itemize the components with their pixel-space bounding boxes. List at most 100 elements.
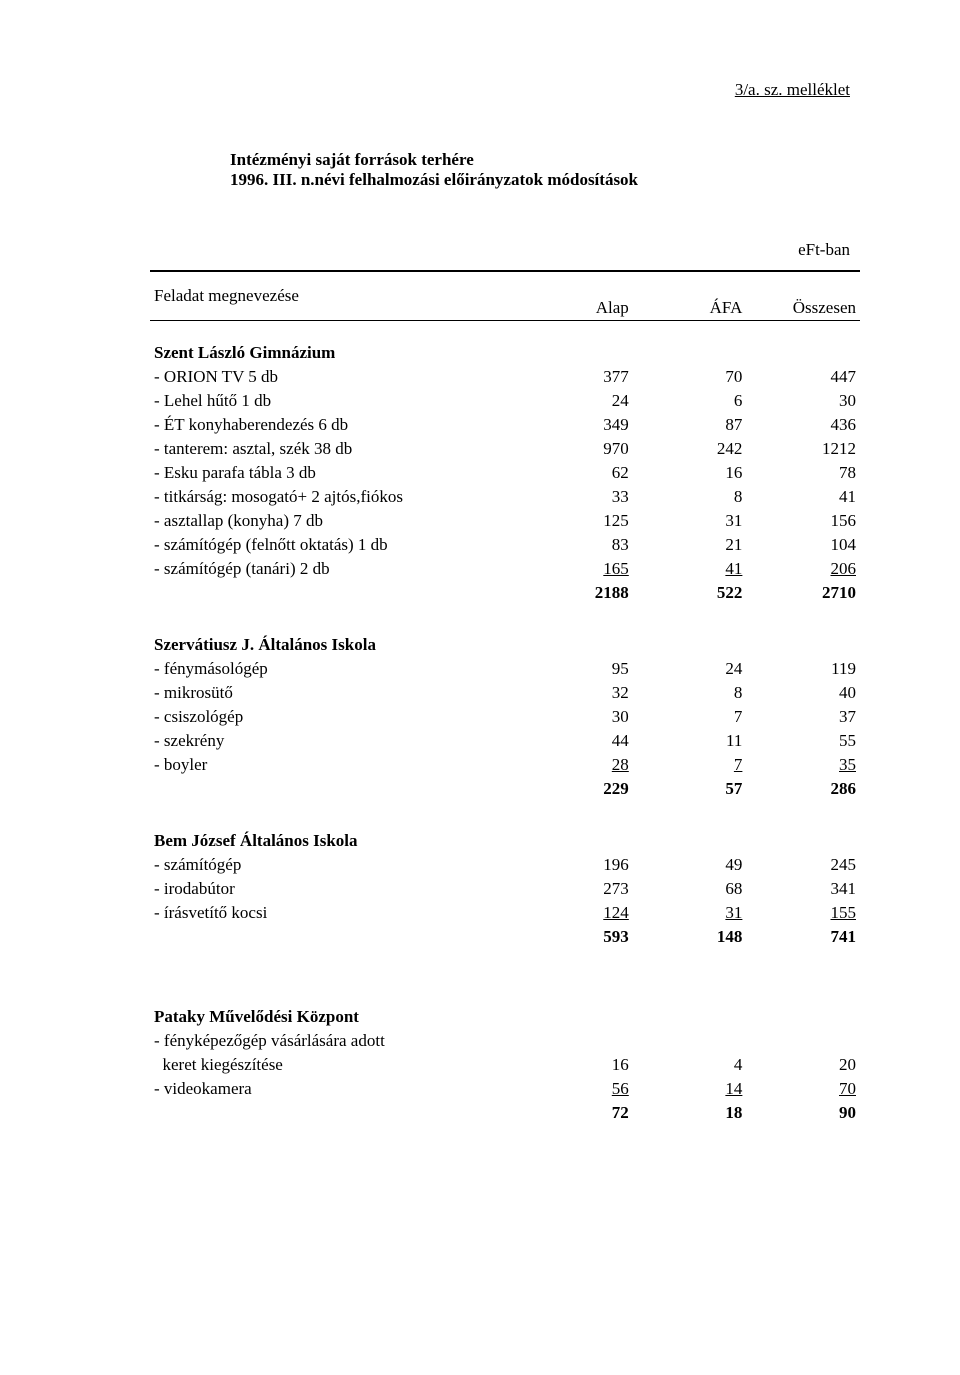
row-value bbox=[519, 829, 633, 853]
table-row: - mikrosütő32840 bbox=[150, 681, 860, 705]
row-value bbox=[519, 1005, 633, 1029]
row-value bbox=[633, 1005, 747, 1029]
subtotal-row: 21885222710 bbox=[150, 581, 860, 605]
data-table: Szent László Gimnázium- ORION TV 5 db377… bbox=[150, 341, 860, 1125]
row-value: 57 bbox=[633, 777, 747, 801]
row-value bbox=[633, 341, 747, 365]
header-table: Feladat megnevezése Alap ÁFA Összesen bbox=[150, 272, 860, 320]
row-label: - videokamera bbox=[150, 1077, 519, 1101]
title-block: Intézményi saját források terhére 1996. … bbox=[230, 150, 860, 190]
col-header-alap: Alap bbox=[519, 272, 633, 320]
row-value: 32 bbox=[519, 681, 633, 705]
table-row: - csiszológép30737 bbox=[150, 705, 860, 729]
row-label bbox=[150, 1101, 519, 1125]
row-value: 87 bbox=[633, 413, 747, 437]
row-value bbox=[746, 341, 860, 365]
row-value: 16 bbox=[633, 461, 747, 485]
row-value: 33 bbox=[519, 485, 633, 509]
row-value: 70 bbox=[746, 1077, 860, 1101]
section-heading: Bem József Általános Iskola bbox=[150, 829, 519, 853]
row-value: 90 bbox=[746, 1101, 860, 1125]
row-value: 8 bbox=[633, 681, 747, 705]
table-row: - szekrény441155 bbox=[150, 729, 860, 753]
row-label: - szekrény bbox=[150, 729, 519, 753]
table-row: - Lehel hűtő 1 db24630 bbox=[150, 389, 860, 413]
row-value: 21 bbox=[633, 533, 747, 557]
row-value: 156 bbox=[746, 509, 860, 533]
section-heading: Pataky Művelődési Központ bbox=[150, 1005, 519, 1029]
row-value: 95 bbox=[519, 657, 633, 681]
row-value: 24 bbox=[519, 389, 633, 413]
title-line-2: 1996. III. n.névi felhalmozási előirányz… bbox=[230, 170, 860, 190]
row-value: 30 bbox=[519, 705, 633, 729]
row-value: 155 bbox=[746, 901, 860, 925]
row-value bbox=[633, 1029, 747, 1053]
row-label: - mikrosütő bbox=[150, 681, 519, 705]
row-label: - csiszológép bbox=[150, 705, 519, 729]
row-label: - fénymásológép bbox=[150, 657, 519, 681]
row-value: 1212 bbox=[746, 437, 860, 461]
section-row: Szervátiusz J. Általános Iskola bbox=[150, 633, 860, 657]
row-label: - írásvetítő kocsi bbox=[150, 901, 519, 925]
row-value: 14 bbox=[633, 1077, 747, 1101]
row-value: 741 bbox=[746, 925, 860, 949]
row-value: 30 bbox=[746, 389, 860, 413]
row-label: - számítógép (tanári) 2 db bbox=[150, 557, 519, 581]
page: 3/a. sz. melléklet Intézményi saját forr… bbox=[0, 0, 960, 1375]
row-value: 2710 bbox=[746, 581, 860, 605]
row-value: 83 bbox=[519, 533, 633, 557]
row-label: - asztallap (konyha) 7 db bbox=[150, 509, 519, 533]
table-row: keret kiegészítése16420 bbox=[150, 1053, 860, 1077]
row-value: 148 bbox=[633, 925, 747, 949]
row-label: - számítógép bbox=[150, 853, 519, 877]
row-value bbox=[519, 633, 633, 657]
subtotal-row: 593148741 bbox=[150, 925, 860, 949]
table-row: - ORION TV 5 db37770447 bbox=[150, 365, 860, 389]
title-line-1: Intézményi saját források terhére bbox=[230, 150, 860, 170]
row-label: - fényképezőgép vásárlására adott bbox=[150, 1029, 519, 1053]
table-row: - számítógép (felnőtt oktatás) 1 db83211… bbox=[150, 533, 860, 557]
spacer-row bbox=[150, 605, 860, 633]
table-row: - számítógép19649245 bbox=[150, 853, 860, 877]
row-value: 125 bbox=[519, 509, 633, 533]
row-label: - Lehel hűtő 1 db bbox=[150, 389, 519, 413]
row-value: 341 bbox=[746, 877, 860, 901]
row-value: 119 bbox=[746, 657, 860, 681]
subtotal-row: 22957286 bbox=[150, 777, 860, 801]
section-row: Szent László Gimnázium bbox=[150, 341, 860, 365]
row-value: 970 bbox=[519, 437, 633, 461]
row-value: 41 bbox=[633, 557, 747, 581]
attachment-label: 3/a. sz. melléklet bbox=[150, 80, 860, 100]
row-value: 24 bbox=[633, 657, 747, 681]
table-row: - videokamera561470 bbox=[150, 1077, 860, 1101]
row-value: 286 bbox=[746, 777, 860, 801]
row-value: 56 bbox=[519, 1077, 633, 1101]
row-value bbox=[633, 633, 747, 657]
header-row: Feladat megnevezése Alap ÁFA Összesen bbox=[150, 272, 860, 320]
row-label: keret kiegészítése bbox=[150, 1053, 519, 1077]
row-value: 70 bbox=[633, 365, 747, 389]
row-value bbox=[519, 341, 633, 365]
row-label: - számítógép (felnőtt oktatás) 1 db bbox=[150, 533, 519, 557]
row-label bbox=[150, 777, 519, 801]
row-value: 7 bbox=[633, 753, 747, 777]
row-value: 18 bbox=[633, 1101, 747, 1125]
col-header-afa: ÁFA bbox=[633, 272, 747, 320]
row-value: 522 bbox=[633, 581, 747, 605]
row-value: 196 bbox=[519, 853, 633, 877]
row-value: 229 bbox=[519, 777, 633, 801]
row-value bbox=[519, 1029, 633, 1053]
row-value: 104 bbox=[746, 533, 860, 557]
row-label bbox=[150, 581, 519, 605]
row-value: 31 bbox=[633, 901, 747, 925]
table-row: - fényképezőgép vásárlására adott bbox=[150, 1029, 860, 1053]
row-value: 4 bbox=[633, 1053, 747, 1077]
row-value: 349 bbox=[519, 413, 633, 437]
row-label: - Esku parafa tábla 3 db bbox=[150, 461, 519, 485]
row-value: 37 bbox=[746, 705, 860, 729]
row-value: 68 bbox=[633, 877, 747, 901]
table-row: - tanterem: asztal, szék 38 db9702421212 bbox=[150, 437, 860, 461]
row-label bbox=[150, 925, 519, 949]
row-value: 124 bbox=[519, 901, 633, 925]
row-value: 165 bbox=[519, 557, 633, 581]
